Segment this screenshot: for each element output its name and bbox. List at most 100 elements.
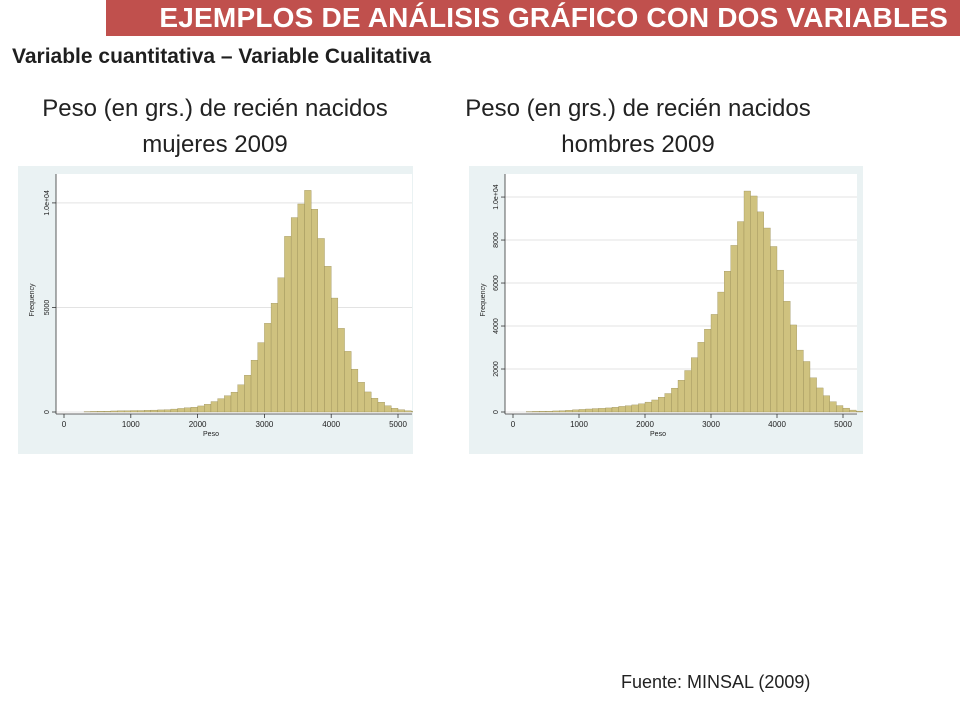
y-tick-label: 6000 xyxy=(493,275,500,291)
histogram-bar xyxy=(150,409,158,413)
histogram-bar xyxy=(117,410,125,413)
histogram-bar xyxy=(743,190,751,413)
histogram-bar xyxy=(224,395,232,413)
histogram-hombres-panel: 0 2000 4000 6000 8000 1.0e+04 0 1000 2000 3000 400… xyxy=(469,166,863,454)
histogram-bar xyxy=(177,408,185,413)
histogram-bar xyxy=(585,408,593,413)
histogram-bar xyxy=(545,410,553,413)
histogram-bar xyxy=(559,410,566,413)
histogram-bar xyxy=(357,382,365,413)
histogram-bar xyxy=(184,407,192,413)
histogram-bar xyxy=(371,398,379,413)
histogram-bar xyxy=(644,401,652,413)
plot-area xyxy=(56,174,412,414)
histogram-bar xyxy=(552,410,560,413)
x-tick-label: 1000 xyxy=(570,420,588,429)
histogram-bar xyxy=(770,246,778,413)
histogram-bar xyxy=(816,387,824,413)
histogram-bar xyxy=(304,190,312,413)
histogram-bar xyxy=(677,380,685,413)
histogram-bar xyxy=(397,409,405,413)
chart-title-hombres: Peso (en grs.) de recién nacidos hombres… xyxy=(465,95,811,158)
histogram-bar xyxy=(856,410,863,413)
histogram-bar xyxy=(651,399,659,413)
histogram-bar xyxy=(790,324,797,413)
histogram-bar xyxy=(244,375,252,413)
histogram-bar xyxy=(783,301,791,413)
histogram-bar xyxy=(704,329,712,413)
histogram-bar xyxy=(391,408,399,413)
y-tick-label: 0 xyxy=(44,410,51,414)
histogram-bar xyxy=(684,370,692,413)
histogram-bar xyxy=(691,357,698,413)
histogram-bar xyxy=(384,405,392,413)
histogram-bar xyxy=(717,291,725,413)
histogram-bar xyxy=(270,303,278,413)
histogram-bar xyxy=(605,407,613,413)
x-tick-label: 2000 xyxy=(189,420,207,429)
histogram-bar xyxy=(757,211,764,413)
histogram-bar xyxy=(539,410,547,413)
histogram-bar xyxy=(123,410,131,413)
slide-title: EJEMPLOS DE ANÁLISIS GRÁFICO CON DOS VAR… xyxy=(159,2,948,33)
histogram-bar xyxy=(210,401,218,413)
histogram-hombres: 0 2000 4000 6000 8000 1.0e+04 0 1000 2000 3000 400… xyxy=(469,166,863,454)
source-note: Fuente: MINSAL (2009) xyxy=(621,672,811,692)
histogram-bar xyxy=(664,393,672,413)
histogram-bar xyxy=(290,217,298,413)
histogram-bar xyxy=(532,411,540,413)
histogram-bar xyxy=(170,408,178,413)
histogram-bar xyxy=(364,391,372,413)
histogram-bar xyxy=(803,361,811,413)
histogram-bar xyxy=(264,323,272,413)
histogram-bar xyxy=(836,405,844,413)
y-tick-label: 1.0e+04 xyxy=(44,190,51,216)
histogram-bar xyxy=(157,409,165,413)
histogram-bar xyxy=(625,405,632,413)
histogram-bar xyxy=(592,408,599,413)
x-tick-label: 5000 xyxy=(389,420,407,429)
histogram-bar xyxy=(137,410,145,413)
y-axis-label: Frequency xyxy=(29,283,36,317)
histogram-bar xyxy=(331,297,339,413)
x-tick-label: 3000 xyxy=(702,420,720,429)
histogram-bar xyxy=(311,209,318,413)
y-axis-label: Frequency xyxy=(480,283,487,317)
histogram-bar xyxy=(197,405,205,413)
histogram-mujeres: 0 5000 1.0e+04 0 1000 2000 3000 4000 5000 Peso Fre… xyxy=(18,166,419,454)
x-tick-label: 0 xyxy=(62,420,67,429)
x-axis-label: Peso xyxy=(650,431,666,438)
histogram-bar xyxy=(730,245,738,413)
chart-title-mujeres: Peso (en grs.) de recién nacidos mujeres… xyxy=(42,95,388,158)
histogram-bar xyxy=(250,359,258,413)
histogram-bar xyxy=(671,387,679,413)
y-tick-label: 0 xyxy=(493,410,500,414)
histogram-bar xyxy=(190,407,198,413)
histogram-bar xyxy=(710,314,718,413)
histogram-bar xyxy=(796,349,804,413)
histogram-bar xyxy=(578,409,586,413)
x-tick-label: 5000 xyxy=(834,420,852,429)
histogram-bar xyxy=(324,266,332,413)
histogram-bar xyxy=(849,409,857,413)
histogram-bar xyxy=(144,410,151,413)
x-axis-label: Peso xyxy=(203,431,219,438)
histogram-bar xyxy=(164,409,172,413)
y-tick-label: 5000 xyxy=(44,300,51,316)
histogram-bar xyxy=(204,404,212,413)
x-tick-label: 4000 xyxy=(322,420,340,429)
x-tick-label: 1000 xyxy=(122,420,140,429)
y-tick-label: 4000 xyxy=(493,318,500,334)
histogram-bar xyxy=(90,411,98,413)
histogram-bar xyxy=(411,411,419,413)
histogram-bar xyxy=(638,403,646,413)
histogram-bar xyxy=(230,391,238,413)
x-tick-label: 0 xyxy=(511,420,516,429)
histogram-bar xyxy=(257,342,265,413)
histogram-bar xyxy=(842,407,850,413)
histogram-bar xyxy=(297,203,305,413)
histogram-bar xyxy=(750,195,758,413)
histogram-bar xyxy=(351,368,359,413)
histogram-bar xyxy=(277,277,285,413)
histogram-bar xyxy=(763,227,771,413)
